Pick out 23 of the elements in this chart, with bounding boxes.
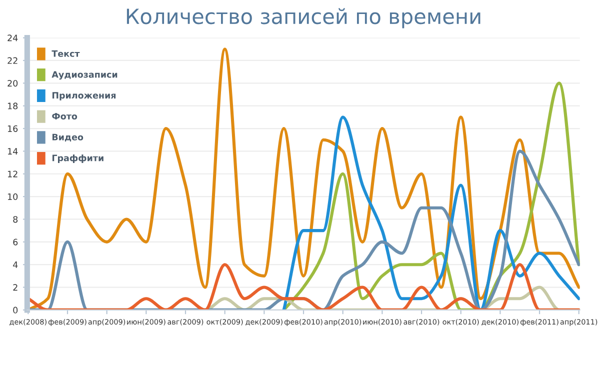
y-tick-label: 4 [13, 262, 18, 268]
y-tick-label: 12 [8, 170, 18, 178]
y-tick-label: 18 [8, 102, 18, 110]
chart-title: Количество записей по времени [126, 8, 480, 28]
legend-label: Видео [52, 134, 84, 142]
y-tick-label: 0 [13, 306, 18, 314]
y-tick-label: 22 [8, 57, 18, 64]
legend-label: Аудиозаписи [52, 71, 118, 80]
y-tick-label: 10 [8, 193, 18, 200]
y-tick-label: 14 [8, 148, 18, 155]
line-series [27, 150, 580, 310]
line-series [27, 48, 580, 310]
y-tick-label: 20 [8, 80, 18, 87]
legend-label: Приложения [52, 92, 116, 100]
legend-label: Текст [52, 50, 80, 57]
y-tick-label: 8 [13, 216, 18, 223]
legend-label: Фото [52, 113, 78, 120]
y-tick-label: 24 [8, 34, 18, 42]
y-tick-label: 2 [13, 284, 18, 291]
line-series [27, 263, 580, 310]
y-tick-label: 16 [8, 125, 18, 132]
legend-label: Граффити [52, 154, 104, 163]
y-tick-label: 6 [13, 238, 18, 246]
